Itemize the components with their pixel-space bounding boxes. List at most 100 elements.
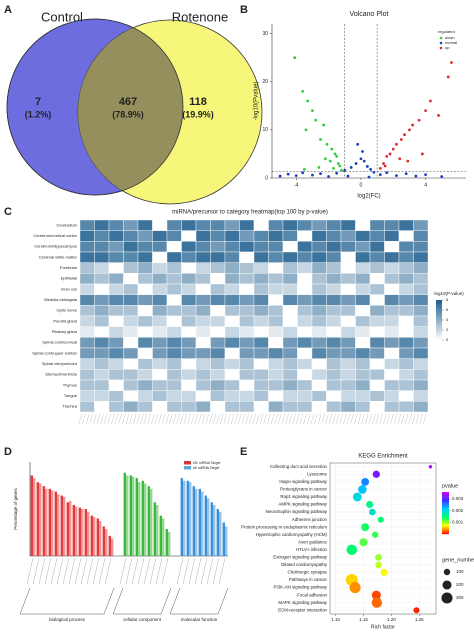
bar bbox=[219, 511, 222, 556]
bubble bbox=[375, 561, 382, 569]
cell bbox=[94, 241, 110, 253]
cell bbox=[108, 262, 124, 274]
column-label-stub bbox=[104, 413, 108, 425]
cell bbox=[369, 390, 385, 402]
colorbar-step bbox=[436, 332, 442, 335]
colorbar-step bbox=[442, 528, 449, 530]
cell bbox=[398, 390, 414, 402]
row-label: Cerebrum/hippocampus bbox=[34, 244, 77, 249]
cell bbox=[123, 262, 139, 274]
bar bbox=[60, 495, 63, 556]
point bbox=[378, 173, 382, 177]
cell bbox=[311, 230, 327, 242]
row-label: Cerebellum bbox=[57, 222, 78, 227]
point bbox=[385, 171, 389, 175]
bubble bbox=[380, 568, 388, 576]
column-label-stub bbox=[238, 413, 242, 425]
column-label-stub bbox=[303, 413, 307, 425]
cell bbox=[224, 369, 240, 381]
cell bbox=[398, 369, 414, 381]
cell bbox=[355, 283, 371, 295]
cell bbox=[326, 283, 342, 295]
size-legend-swatch bbox=[441, 592, 453, 604]
column-label-stub bbox=[245, 413, 249, 425]
cell bbox=[224, 273, 240, 285]
y-tick-label: Collecting duct acid secretion bbox=[270, 464, 328, 469]
cell bbox=[369, 369, 385, 381]
y-tick-label: Proteoglycans in cancer bbox=[280, 487, 327, 492]
cell bbox=[239, 347, 255, 359]
bar bbox=[180, 478, 183, 556]
group-label: biological process bbox=[49, 617, 86, 622]
colorbar-step bbox=[442, 514, 449, 516]
category-label-stub bbox=[206, 557, 214, 585]
cell bbox=[181, 401, 197, 413]
cell bbox=[108, 305, 124, 317]
x-tick-label: 1.15 bbox=[359, 617, 368, 622]
cell bbox=[210, 305, 226, 317]
cell bbox=[384, 326, 400, 338]
cell bbox=[123, 369, 139, 381]
colorbar-step bbox=[436, 310, 442, 313]
cell bbox=[195, 358, 211, 370]
cell bbox=[166, 273, 182, 285]
cell bbox=[253, 273, 269, 285]
cell bbox=[195, 241, 211, 253]
point bbox=[398, 157, 402, 161]
cell bbox=[152, 337, 168, 349]
cell bbox=[108, 379, 124, 391]
bar bbox=[141, 480, 144, 556]
cell bbox=[413, 283, 429, 295]
bubble bbox=[352, 492, 362, 502]
cell bbox=[152, 230, 168, 242]
bar bbox=[39, 483, 42, 556]
cell bbox=[181, 241, 197, 253]
column-label-stub bbox=[401, 413, 405, 425]
bar bbox=[204, 495, 207, 556]
bar bbox=[48, 488, 51, 556]
region-count: 7 bbox=[35, 96, 41, 108]
group-bracket bbox=[112, 587, 172, 615]
cell bbox=[355, 379, 371, 391]
cell bbox=[210, 358, 226, 370]
colorbar-step bbox=[442, 524, 449, 526]
column-label-stub bbox=[162, 413, 166, 425]
cell bbox=[413, 251, 429, 263]
cell bbox=[297, 283, 313, 295]
cell bbox=[311, 390, 327, 402]
column-label-stub bbox=[183, 413, 188, 425]
cell bbox=[94, 390, 110, 402]
cell bbox=[297, 369, 313, 381]
y-tick-label: 0 bbox=[265, 175, 268, 181]
cell bbox=[195, 337, 211, 349]
cell bbox=[253, 358, 269, 370]
bar bbox=[102, 526, 105, 556]
cell bbox=[311, 337, 327, 349]
column-label-stub bbox=[394, 413, 398, 425]
cell bbox=[282, 358, 298, 370]
point bbox=[319, 172, 322, 176]
bar bbox=[108, 535, 111, 556]
cell bbox=[239, 369, 255, 381]
point bbox=[372, 170, 376, 174]
cell bbox=[355, 337, 371, 349]
cell bbox=[340, 358, 356, 370]
cell bbox=[311, 273, 327, 285]
legend-swatch bbox=[184, 461, 191, 465]
cell bbox=[123, 337, 139, 349]
point bbox=[388, 152, 392, 156]
point bbox=[323, 157, 327, 161]
y-tick-label: Dilated cardiomyopathy bbox=[281, 562, 328, 567]
bar bbox=[150, 488, 153, 556]
cell bbox=[137, 283, 153, 295]
column-label-stub bbox=[143, 413, 148, 425]
colorbar-step bbox=[436, 302, 442, 305]
bar bbox=[201, 491, 204, 556]
cell bbox=[398, 230, 414, 242]
cell bbox=[224, 294, 240, 306]
bar bbox=[63, 496, 66, 556]
bar bbox=[81, 509, 84, 556]
cell bbox=[137, 337, 153, 349]
cell bbox=[413, 273, 429, 285]
cell bbox=[369, 219, 385, 231]
